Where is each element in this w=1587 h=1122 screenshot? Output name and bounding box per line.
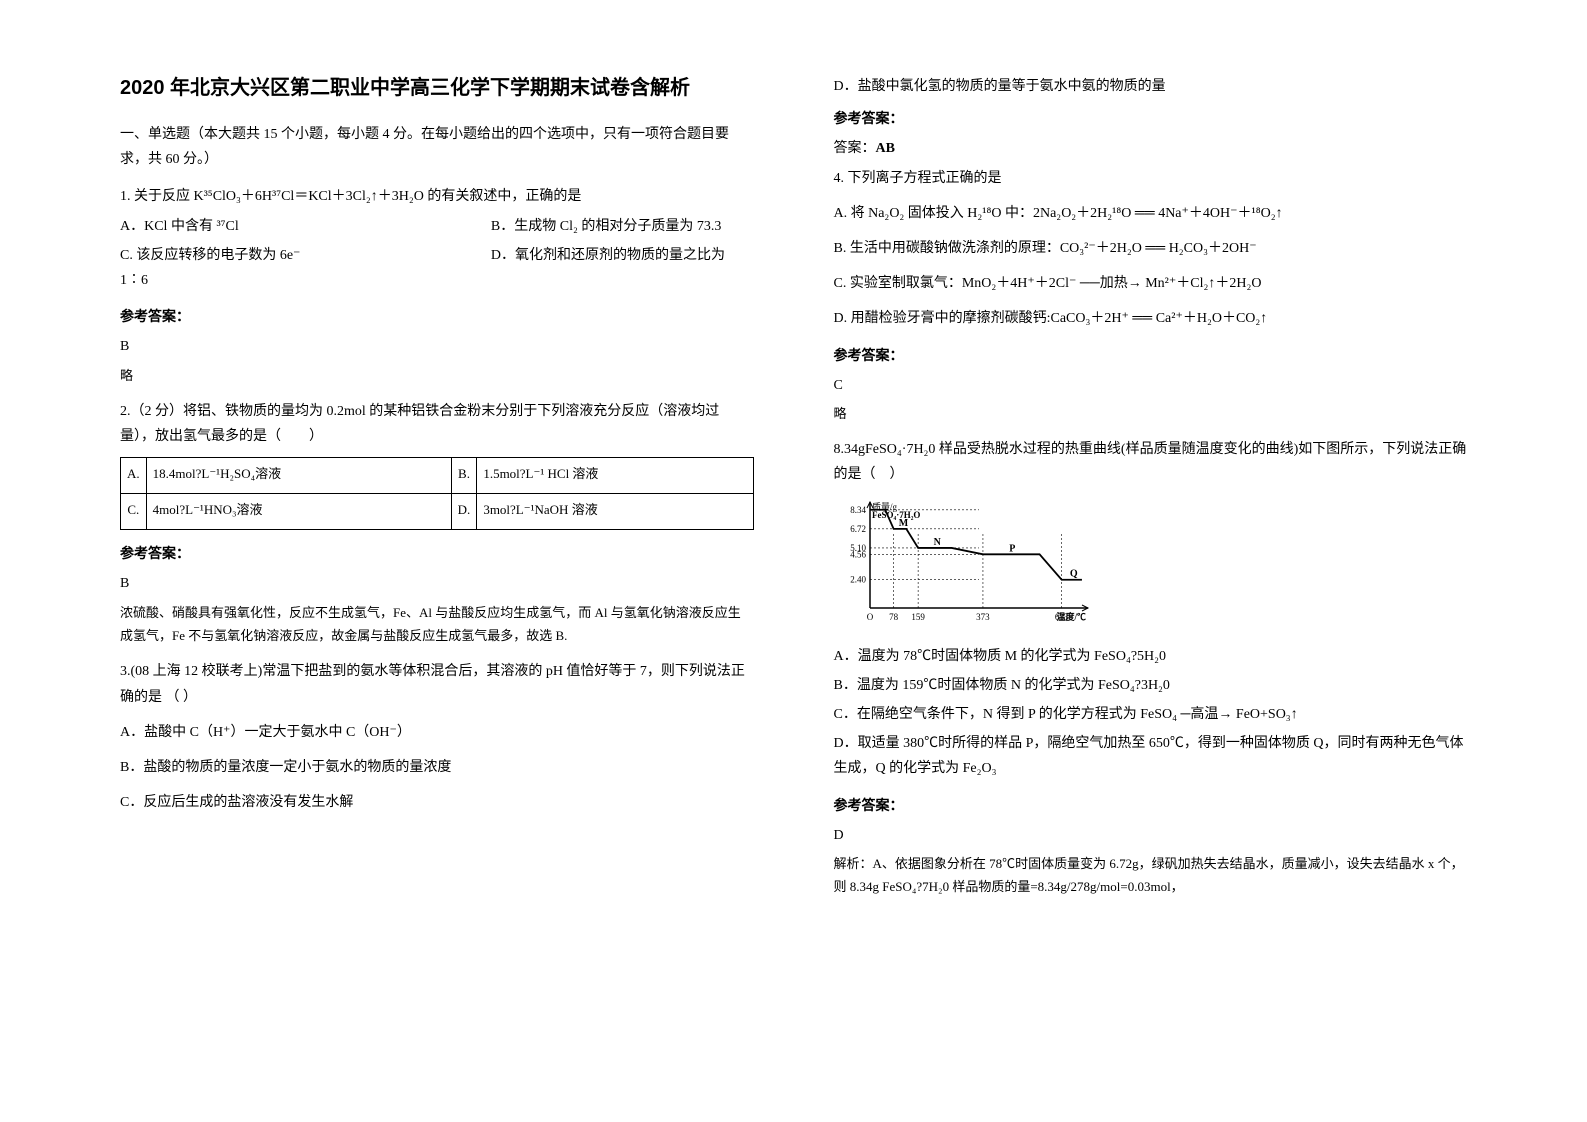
q5-opt-b: B．温度为 159℃时固体物质 N 的化学式为 FeSO₄?3H₂0 <box>834 673 1468 698</box>
q1-row-cd: C. 该反应转移的电子数为 6e⁻ D．氧化剂和还原剂的物质的量之比为 1∶6 <box>120 243 754 293</box>
q2-c-label: C. <box>121 494 147 530</box>
left-column: 2020 年北京大兴区第二职业中学高三化学下学期期末试卷含解析 一、单选题（本大… <box>100 70 794 1052</box>
q4-opt-b: B. 生活中用碳酸钠做洗涤剂的原理：CO₃²⁻＋2H₂O ══ H₂CO₃＋2O… <box>834 236 1468 261</box>
q1-explain: 略 <box>120 364 754 387</box>
chart-svg: 8.346.725.104.562.40O78159373633MNPQ质量/g… <box>834 496 1094 636</box>
q3-opt-b: B．盐酸的物质的量浓度一定小于氨水的物质的量浓度 <box>120 755 754 780</box>
question-4: 4. 下列离子方程式正确的是 A. 将 Na₂O₂ 固体投入 H₂¹⁸O 中：2… <box>834 166 1468 332</box>
q2-b-text: 1.5mol?L⁻¹ HCl 溶液 <box>477 458 753 494</box>
q2-stem: 2.（2 分）将铝、铁物质的量均为 0.2mol 的某种铝铁合金粉末分别于下列溶… <box>120 399 754 449</box>
q4-explain: 略 <box>834 402 1468 425</box>
q4-stem: 4. 下列离子方程式正确的是 <box>834 166 1468 191</box>
q2-explain: 浓硫酸、硝酸具有强氧化性，反应不生成氢气，Fe、Al 与盐酸反应均生成氢气，而 … <box>120 601 754 648</box>
q1-stem: 1. 关于反应 K³⁵ClO₃＋6H³⁷Cl＝KCl＋3Cl₂↑＋3H₂O 的有… <box>120 184 754 209</box>
svg-text:N: N <box>933 537 941 548</box>
q1-opt-a: A．KCl 中含有 ³⁷Cl <box>120 214 487 239</box>
q2-options-table: A. 18.4mol?L⁻¹H₂SO₄溶液 B. 1.5mol?L⁻¹ HCl … <box>120 457 754 530</box>
svg-text:4.56: 4.56 <box>850 549 866 559</box>
q1-opt-c: C. 该反应转移的电子数为 6e⁻ <box>120 243 487 268</box>
q2-answer-label: 参考答案： <box>120 542 754 567</box>
q5-answer: D <box>834 823 1468 848</box>
svg-text:P: P <box>1009 543 1015 554</box>
q4-answer-label: 参考答案： <box>834 344 1468 369</box>
q2-c-text: 4mol?L⁻¹HNO₃溶液 <box>146 494 451 530</box>
q3-stem: 3.(08 上海 12 校联考上)常温下把盐到的氨水等体积混合后，其溶液的 pH… <box>120 659 754 709</box>
q5-stem: 8.34gFeSO₄·7H₂0 样品受热脱水过程的热重曲线(样品质量随温度变化的… <box>834 437 1468 487</box>
q5-answer-label: 参考答案： <box>834 794 1468 819</box>
q4-answer: C <box>834 373 1468 398</box>
q5-opt-c: C．在隔绝空气条件下，N 得到 P 的化学方程式为 FeSO₄ ─高温→ FeO… <box>834 702 1468 727</box>
q1-answer-label: 参考答案： <box>120 305 754 330</box>
q4-opt-c: C. 实验室制取氯气：MnO₂＋4H⁺＋2Cl⁻ ──加热→ Mn²⁺＋Cl₂↑… <box>834 271 1468 296</box>
question-3: 3.(08 上海 12 校联考上)常温下把盐到的氨水等体积混合后，其溶液的 pH… <box>120 659 754 815</box>
q5-opt-d: D．取适量 380℃时所得的样品 P，隔绝空气加热至 650℃，得到一种固体物质… <box>834 731 1468 781</box>
exam-title: 2020 年北京大兴区第二职业中学高三化学下学期期末试卷含解析 <box>120 70 754 106</box>
table-row: C. 4mol?L⁻¹HNO₃溶液 D. 3mol?L⁻¹NaOH 溶液 <box>121 494 754 530</box>
svg-text:373: 373 <box>976 612 990 622</box>
question-1: 1. 关于反应 K³⁵ClO₃＋6H³⁷Cl＝KCl＋3Cl₂↑＋3H₂O 的有… <box>120 184 754 293</box>
thermogravimetric-chart: 8.346.725.104.562.40O78159373633MNPQ质量/g… <box>834 496 1468 636</box>
q2-answer: B <box>120 571 754 596</box>
q1-opt-b: B．生成物 Cl₂ 的相对分子质量为 73.3 <box>491 219 721 234</box>
q2-b-label: B. <box>451 458 477 494</box>
question-5: 8.34gFeSO₄·7H₂0 样品受热脱水过程的热重曲线(样品质量随温度变化的… <box>834 437 1468 781</box>
section-header: 一、单选题（本大题共 15 个小题，每小题 4 分。在每小题给出的四个选项中，只… <box>120 122 754 172</box>
question-2: 2.（2 分）将铝、铁物质的量均为 0.2mol 的某种铝铁合金粉末分别于下列溶… <box>120 399 754 530</box>
svg-text:2.40: 2.40 <box>850 574 866 584</box>
q3-answer-prefix: 答案： <box>834 141 876 156</box>
q3-answer-value: AB <box>876 141 895 156</box>
table-row: A. 18.4mol?L⁻¹H₂SO₄溶液 B. 1.5mol?L⁻¹ HCl … <box>121 458 754 494</box>
svg-text:159: 159 <box>911 612 925 622</box>
q3-answer-label: 参考答案： <box>834 107 1468 132</box>
right-column: D．盐酸中氯化氢的物质的量等于氨水中氨的物质的量 参考答案： 答案：AB 4. … <box>794 70 1488 1052</box>
q3-answer: 答案：AB <box>834 136 1468 161</box>
q5-opt-a: A．温度为 78℃时固体物质 M 的化学式为 FeSO₄?5H₂0 <box>834 644 1468 669</box>
svg-text:温度/℃: 温度/℃ <box>1056 611 1086 622</box>
svg-text:6.72: 6.72 <box>850 523 866 533</box>
q4-opt-a: A. 将 Na₂O₂ 固体投入 H₂¹⁸O 中：2Na₂O₂＋2H₂¹⁸O ══… <box>834 201 1468 226</box>
q3-opt-d: D．盐酸中氯化氢的物质的量等于氨水中氨的物质的量 <box>834 74 1468 99</box>
q3-opt-c: C．反应后生成的盐溶液没有发生水解 <box>120 790 754 815</box>
q1-answer: B <box>120 334 754 359</box>
q2-d-label: D. <box>451 494 477 530</box>
q1-row-ab: A．KCl 中含有 ³⁷Cl B．生成物 Cl₂ 的相对分子质量为 73.3 <box>120 214 754 239</box>
q4-opt-d: D. 用醋检验牙膏中的摩擦剂碳酸钙:CaCO₃＋2H⁺ ══ Ca²⁺＋H₂O＋… <box>834 306 1468 331</box>
svg-text:FeSO₄·7H₂O: FeSO₄·7H₂O <box>872 510 920 520</box>
svg-text:O: O <box>866 612 873 622</box>
q3-opt-a: A．盐酸中 C（H⁺）一定大于氨水中 C（OH⁻） <box>120 720 754 745</box>
q2-a-text: 18.4mol?L⁻¹H₂SO₄溶液 <box>146 458 451 494</box>
q5-explain: 解析：A、依据图象分析在 78℃时固体质量变为 6.72g，绿矾加热失去结晶水，… <box>834 852 1468 899</box>
q2-d-text: 3mol?L⁻¹NaOH 溶液 <box>477 494 753 530</box>
svg-text:8.34: 8.34 <box>850 504 866 514</box>
svg-text:Q: Q <box>1069 568 1077 579</box>
q2-a-label: A. <box>121 458 147 494</box>
svg-text:78: 78 <box>889 612 899 622</box>
